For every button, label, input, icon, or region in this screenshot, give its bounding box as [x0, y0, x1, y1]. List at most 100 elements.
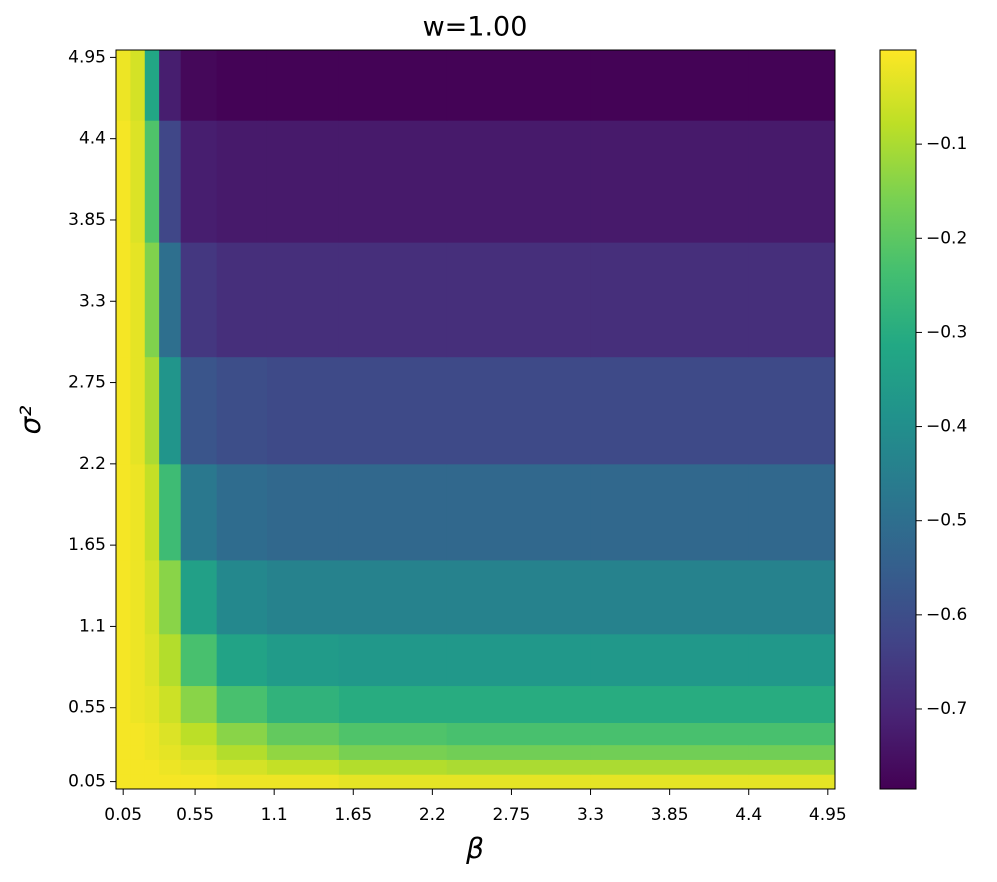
heat-cell [180, 685, 218, 723]
heat-cell [130, 356, 146, 465]
heat-cell [144, 242, 160, 358]
colorbar-tick-label: −0.7 [926, 699, 967, 719]
heat-cell [159, 242, 182, 358]
heat-cell [216, 774, 268, 790]
heat-cell [748, 744, 836, 760]
colorbar-tick-label: −0.2 [926, 228, 967, 248]
heat-cell [144, 356, 160, 465]
heat-cell [338, 463, 448, 561]
y-tick-label: 1.1 [79, 616, 106, 636]
colorbar-tick-label: −0.1 [926, 134, 967, 154]
heat-cell [748, 463, 836, 561]
heat-cell [144, 559, 160, 635]
heat-cell [180, 633, 218, 687]
heat-cell [116, 759, 131, 775]
heat-cell [216, 120, 268, 243]
heat-cell [266, 242, 340, 358]
heat-cell [130, 774, 146, 790]
heat-cell [144, 759, 160, 775]
heat-cell [590, 722, 750, 746]
heat-cell [446, 685, 592, 723]
heat-cell [446, 120, 592, 243]
heat-cell [216, 633, 268, 687]
heat-cell [338, 559, 448, 635]
heat-cell [446, 774, 592, 790]
heat-cell [159, 356, 182, 465]
heat-cell [216, 559, 268, 635]
x-tick-label: 0.55 [176, 805, 214, 825]
heat-cell [144, 685, 160, 723]
heat-cell [338, 50, 448, 121]
heat-cell [266, 744, 340, 760]
heat-cell [180, 559, 218, 635]
heat-cell [180, 774, 218, 790]
heat-cell [590, 356, 750, 465]
heat-cell [590, 685, 750, 723]
heat-cell [266, 774, 340, 790]
heat-cell [159, 633, 182, 687]
heat-cell [590, 633, 750, 687]
heat-cell [446, 50, 592, 121]
y-tick-label: 2.75 [68, 373, 106, 393]
heat-cell [590, 744, 750, 760]
heat-cell [116, 559, 131, 635]
heat-cell [590, 242, 750, 358]
heat-cell [748, 356, 836, 465]
heat-cell [130, 242, 146, 358]
heat-cell [266, 559, 340, 635]
heat-cell [130, 633, 146, 687]
heat-cell [748, 685, 836, 723]
heat-cell [130, 744, 146, 760]
heat-cell [130, 120, 146, 243]
x-tick-label: 4.95 [809, 805, 847, 825]
heat-cell [590, 774, 750, 790]
heat-cell [144, 120, 160, 243]
heat-cell [446, 242, 592, 358]
heat-cell [180, 120, 218, 243]
heat-cell [338, 242, 448, 358]
heat-cell [159, 685, 182, 723]
heat-cell [266, 120, 340, 243]
y-axis-label: σ² [14, 406, 47, 435]
heat-cell [590, 120, 750, 243]
x-tick-label: 0.05 [104, 805, 142, 825]
heat-cell [338, 685, 448, 723]
heat-cell [144, 722, 160, 746]
x-tick-label: 3.85 [651, 805, 689, 825]
heat-cell [266, 633, 340, 687]
heat-cell [338, 759, 448, 775]
heat-cell [159, 759, 182, 775]
heat-cell [748, 722, 836, 746]
heat-cell [216, 759, 268, 775]
colorbar-tick-label: −0.3 [926, 322, 967, 342]
heat-cell [446, 356, 592, 465]
y-tick-label: 0.55 [68, 698, 106, 718]
heat-cell [144, 463, 160, 561]
heat-cell [748, 633, 836, 687]
heat-cell [116, 50, 131, 121]
x-tick-label: 2.75 [493, 805, 531, 825]
heat-cell [130, 463, 146, 561]
heat-cell [748, 774, 836, 790]
x-tick-label: 1.65 [334, 805, 372, 825]
heat-cell [266, 759, 340, 775]
y-tick-label: 3.3 [79, 291, 106, 311]
colorbar-tick-label: −0.4 [926, 417, 967, 437]
x-tick-label: 2.2 [419, 805, 446, 825]
heat-cell [216, 242, 268, 358]
heat-cell [116, 774, 131, 790]
x-axis-label: β [465, 832, 484, 865]
heat-cell [216, 356, 268, 465]
y-tick-label: 0.05 [68, 772, 106, 792]
heat-cell [159, 559, 182, 635]
heat-cell [144, 774, 160, 790]
heat-cell [590, 759, 750, 775]
plot-frame [115, 49, 836, 790]
colorbar-tick-label: −0.5 [926, 511, 967, 531]
heat-cell [116, 633, 131, 687]
heat-cell [130, 722, 146, 746]
heat-cell [446, 463, 592, 561]
heat-cell [216, 685, 268, 723]
heat-cell [130, 759, 146, 775]
